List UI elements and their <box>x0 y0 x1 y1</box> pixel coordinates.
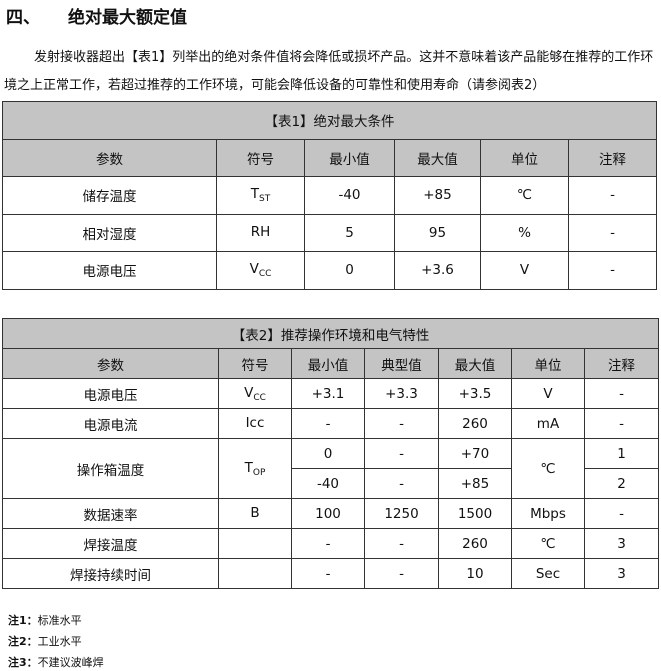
min-cell: 0 <box>291 438 365 469</box>
table-recommended: 【表2】推荐操作环境和电气特性 参数 符号 最小值 典型值 最大值 单位 注释 电源电压 VC… <box>1 318 660 589</box>
param-cell: 储存温度 <box>2 176 217 215</box>
min-cell: -40 <box>291 468 365 499</box>
unit-cell: Mbps <box>511 498 585 529</box>
column-header: 注释 <box>567 138 658 177</box>
param-cell: 焊接温度 <box>2 528 219 559</box>
min-cell: - <box>291 408 365 439</box>
column-header: 最大值 <box>394 138 481 177</box>
unit-cell: Sec <box>511 558 585 589</box>
unit-cell: V <box>511 378 585 409</box>
symbol-cell: B <box>218 498 292 529</box>
note-cell: - <box>567 176 658 215</box>
min-cell: - <box>291 558 365 589</box>
table-row: 储存温度 TST -40 +85 ℃ - <box>2 176 658 215</box>
table-row: 操作箱温度 TOP 0- +70 ℃ 1 <box>2 438 660 499</box>
unit-cell: ℃ <box>480 176 569 215</box>
param-cell: 电源电压 <box>2 251 217 290</box>
symbol-cell <box>218 558 292 589</box>
unit-cell: ℃ <box>511 438 585 499</box>
symbol-cell: VCC <box>216 251 305 290</box>
column-header: 单位 <box>511 348 585 379</box>
table-row: 数据速率 B 100 1250 1500 Mbps - <box>2 498 660 529</box>
column-header: 注释 <box>583 348 660 379</box>
typ-cell: - <box>364 438 439 469</box>
column-header: 单位 <box>480 138 569 177</box>
note-cell: - <box>583 498 660 529</box>
note-cell: - <box>583 378 660 409</box>
max-cell: 260 <box>438 408 512 439</box>
column-header: 参数 <box>2 348 219 379</box>
symbol-cell: RH <box>216 213 305 252</box>
column-header: 符号 <box>216 138 305 177</box>
column-header: 典型值 <box>364 348 439 379</box>
table-row: 焊接温度 - -260 ℃ 3 <box>2 528 660 559</box>
typ-cell: - <box>364 468 439 499</box>
param-cell: 电源电流 <box>2 408 219 439</box>
param-cell: 数据速率 <box>2 498 219 529</box>
note-cell: - <box>567 213 658 252</box>
typ-cell: - <box>364 558 439 589</box>
section-heading: 四、 绝对最大额定值 <box>6 8 187 28</box>
max-cell: +70 <box>438 438 512 469</box>
note-cell: - <box>567 251 658 290</box>
param-cell: 焊接持续时间 <box>2 558 219 589</box>
table-row: 电源电压 VCC 0 +3.6 V - <box>2 251 658 290</box>
table-absolute-max: 【表1】绝对最大条件 参数 符号 最小值 最大值 单位 注释 储存温度 TST -40 +85 ℃… <box>1 101 658 290</box>
min-cell: -40 <box>304 176 395 215</box>
footnote: 注1：标准水平 <box>8 614 82 627</box>
max-cell: 1500 <box>438 498 512 529</box>
note-cell: 3 <box>583 558 660 589</box>
table-row: 电源电压 VCC +3.1 +3.3 +3.5 V - <box>2 378 660 409</box>
max-cell: 10 <box>438 558 512 589</box>
symbol-cell: VCC <box>218 378 292 409</box>
param-cell: 电源电压 <box>2 378 219 409</box>
column-header: 最小值 <box>304 138 395 177</box>
symbol-cell: TST <box>216 176 305 215</box>
typ-cell: 1250 <box>364 498 439 529</box>
min-cell: 0 <box>304 251 395 290</box>
unit-cell: V <box>480 251 569 290</box>
min-cell: - <box>291 528 365 559</box>
typ-cell: +3.3 <box>364 378 439 409</box>
typ-cell: - <box>364 528 439 559</box>
typ-cell: - <box>364 408 439 439</box>
column-header: 最小值 <box>291 348 365 379</box>
unit-cell: % <box>480 213 569 252</box>
table-row: 电源电流 Icc - -260 mA - <box>2 408 660 439</box>
note-cell: 1 <box>583 438 660 469</box>
max-cell: 95 <box>394 213 481 252</box>
min-cell: +3.1 <box>291 378 365 409</box>
column-header: 参数 <box>2 138 217 177</box>
table-title: 【表1】绝对最大条件 <box>1 101 658 140</box>
footnote: 注2：工业水平 <box>8 635 82 648</box>
symbol-cell: Icc <box>218 408 292 439</box>
param-cell: 相对湿度 <box>2 213 217 252</box>
column-header: 符号 <box>218 348 292 379</box>
note-cell: 3 <box>583 528 660 559</box>
note-cell: 2 <box>583 468 660 499</box>
unit-cell: mA <box>511 408 585 439</box>
min-cell: 5 <box>304 213 395 252</box>
symbol-cell: TOP <box>218 438 292 499</box>
max-cell: +85 <box>394 176 481 215</box>
symbol-cell <box>218 528 292 559</box>
table-row: 相对湿度 RH 5 95% - <box>2 213 658 252</box>
max-cell: 260 <box>438 528 512 559</box>
param-cell: 操作箱温度 <box>2 438 219 499</box>
max-cell: +3.6 <box>394 251 481 290</box>
table-row: 焊接持续时间 - -10 Sec 3 <box>2 558 660 589</box>
table-title: 【表2】推荐操作环境和电气特性 <box>1 318 660 349</box>
max-cell: +85 <box>438 468 512 499</box>
unit-cell: ℃ <box>511 528 585 559</box>
max-cell: +3.5 <box>438 378 512 409</box>
intro-paragraph: 发射接收器超出【表1】列举出的绝对条件值将会降低或损坏产品。这并不意味着该产品能… <box>4 50 654 93</box>
note-cell: - <box>583 408 660 439</box>
min-cell: 100 <box>291 498 365 529</box>
footnote: 注3：不建议波峰焊 <box>8 656 104 669</box>
column-header: 最大值 <box>438 348 512 379</box>
